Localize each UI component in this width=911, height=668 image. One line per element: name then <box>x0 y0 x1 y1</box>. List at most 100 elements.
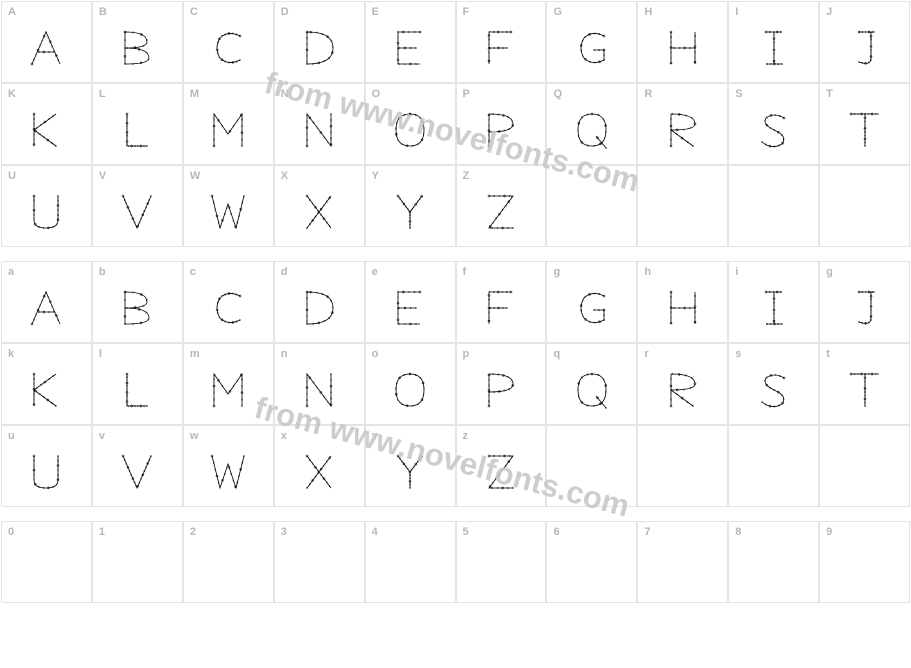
svg-text:F: F <box>34 397 36 401</box>
svg-text:D: D <box>605 384 607 388</box>
svg-text:Q: Q <box>133 62 135 66</box>
svg-text:H: H <box>222 384 224 388</box>
svg-text:M: M <box>241 113 243 117</box>
svg-text:K: K <box>578 135 580 139</box>
svg-text:N: N <box>778 144 780 148</box>
svg-text:P: P <box>58 463 60 467</box>
char-row: uABCDEFGHIJKLMNOPQRvABCDEFGHIJKLMNOPQRwA… <box>1 425 910 507</box>
svg-text:H: H <box>316 31 318 35</box>
svg-text:O: O <box>497 486 499 490</box>
svg-text:P: P <box>147 202 149 206</box>
svg-text:P: P <box>603 48 605 52</box>
glyph-S: ABCDEFGHIJKLMNOPQR <box>752 368 796 412</box>
svg-text:K: K <box>495 476 497 480</box>
svg-text:R: R <box>409 486 411 490</box>
cell-label: t <box>826 348 830 360</box>
char-cell: YABCDEFGHIJKLMNOPQR <box>365 165 456 247</box>
char-cell: OABCDEFGHIJKLMNOPQR <box>365 83 456 165</box>
svg-text:A: A <box>306 30 308 34</box>
svg-text:N: N <box>58 58 60 62</box>
svg-text:R: R <box>54 50 56 54</box>
svg-text:E: E <box>493 290 495 294</box>
svg-text:A: A <box>591 372 593 376</box>
svg-text:B: B <box>670 397 672 401</box>
svg-text:L: L <box>397 138 399 142</box>
svg-text:Q: Q <box>598 308 600 312</box>
svg-text:M: M <box>142 473 144 477</box>
svg-text:F: F <box>214 373 216 377</box>
svg-text:M: M <box>56 54 58 58</box>
svg-text:K: K <box>231 212 233 216</box>
svg-text:M: M <box>241 373 243 377</box>
svg-text:M: M <box>781 401 783 405</box>
glyph-A: ABCDEFGHIJKLMNOPQR <box>24 286 68 330</box>
svg-text:L: L <box>683 127 685 131</box>
cell-label: T <box>826 88 833 100</box>
svg-text:F: F <box>670 56 672 60</box>
svg-text:A: A <box>850 112 852 116</box>
svg-text:O: O <box>146 205 148 209</box>
svg-text:E: E <box>766 115 768 119</box>
svg-text:P: P <box>47 398 49 402</box>
svg-text:E: E <box>34 473 36 477</box>
svg-text:R: R <box>781 62 783 66</box>
svg-text:G: G <box>766 383 768 387</box>
svg-text:H: H <box>685 373 687 377</box>
svg-text:G: G <box>309 376 311 380</box>
svg-text:R: R <box>506 306 508 310</box>
svg-text:R: R <box>488 130 490 134</box>
svg-text:C: C <box>488 394 490 398</box>
char-cell: fABCDEFGHIJKLMNOPQR <box>456 261 547 343</box>
svg-text:A: A <box>34 372 36 376</box>
svg-text:J: J <box>320 390 322 394</box>
char-cell <box>546 165 637 247</box>
svg-text:A: A <box>32 322 34 326</box>
svg-text:O: O <box>399 46 401 50</box>
svg-text:B: B <box>414 290 416 294</box>
svg-text:P: P <box>232 60 234 64</box>
svg-text:I: I <box>582 53 584 57</box>
svg-text:P: P <box>681 396 683 400</box>
svg-text:M: M <box>320 207 322 211</box>
svg-text:A: A <box>488 144 490 148</box>
cell-label: M <box>190 88 199 100</box>
svg-text:E: E <box>488 123 490 127</box>
svg-text:F: F <box>133 290 135 294</box>
svg-text:K: K <box>126 46 128 50</box>
svg-text:D: D <box>306 126 308 130</box>
svg-text:G: G <box>310 290 312 294</box>
cell-label: X <box>281 170 288 182</box>
svg-text:D: D <box>504 194 506 198</box>
svg-text:H: H <box>46 290 48 294</box>
svg-text:G: G <box>323 477 325 481</box>
svg-text:O: O <box>497 226 499 230</box>
char-cell: cABCDEFGHIJKLMNOPQR <box>183 261 274 343</box>
svg-text:C: C <box>864 290 866 294</box>
svg-text:R: R <box>415 306 417 310</box>
svg-text:M: M <box>512 123 514 127</box>
svg-text:I: I <box>502 468 504 472</box>
svg-text:F: F <box>867 112 869 116</box>
svg-text:O: O <box>238 474 240 478</box>
svg-text:A: A <box>510 30 512 34</box>
svg-text:A: A <box>32 62 34 66</box>
svg-text:L: L <box>332 305 334 309</box>
cell-label: L <box>99 88 106 100</box>
svg-text:K: K <box>331 39 333 43</box>
svg-text:Q: Q <box>58 459 60 463</box>
svg-text:M: M <box>221 318 223 322</box>
svg-text:O: O <box>587 372 589 376</box>
svg-text:P: P <box>769 144 771 148</box>
svg-text:R: R <box>593 48 595 52</box>
char-cell: uABCDEFGHIJKLMNOPQR <box>1 425 92 507</box>
svg-text:R: R <box>239 318 241 322</box>
svg-text:I: I <box>142 304 144 308</box>
cell-label: G <box>553 6 562 18</box>
svg-text:N: N <box>241 117 243 121</box>
svg-text:G: G <box>34 402 36 406</box>
svg-text:I: I <box>43 226 45 230</box>
char-cell: aABCDEFGHIJKLMNOPQR <box>1 261 92 343</box>
svg-text:I: I <box>497 112 499 116</box>
svg-text:O: O <box>43 395 45 399</box>
svg-text:H: H <box>316 291 318 295</box>
